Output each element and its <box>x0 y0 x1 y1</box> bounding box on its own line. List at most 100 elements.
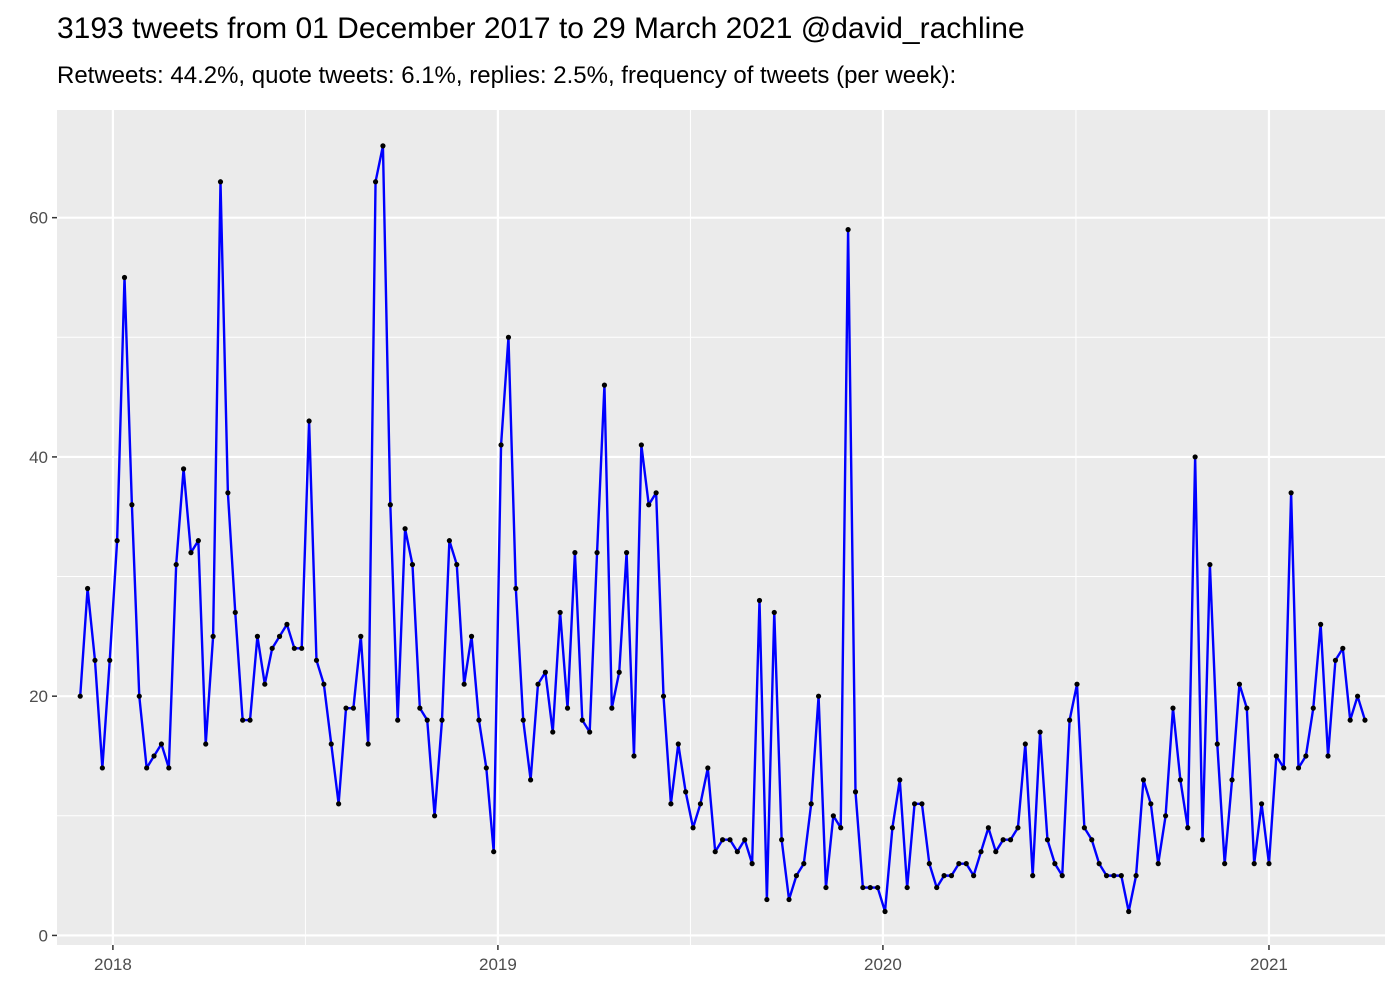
data-point <box>1244 705 1250 711</box>
data-point <box>180 466 187 472</box>
data-point <box>232 609 238 616</box>
data-point <box>1332 657 1339 663</box>
data-point <box>941 873 947 879</box>
data-point <box>195 538 201 544</box>
data-point <box>262 681 268 687</box>
y-tick-label: 60 <box>29 209 48 228</box>
data-point <box>343 705 349 711</box>
data-point <box>705 765 711 771</box>
data-point <box>971 873 977 879</box>
data-point <box>587 729 593 735</box>
x-tick-label: 2018 <box>94 955 132 974</box>
data-point <box>1281 765 1287 771</box>
data-point <box>136 693 142 699</box>
data-point <box>1074 681 1080 687</box>
data-point <box>1103 873 1110 879</box>
data-point <box>1303 753 1309 759</box>
data-point <box>1318 621 1324 628</box>
data-point <box>985 825 991 831</box>
data-point <box>993 849 999 855</box>
data-point <box>963 861 969 867</box>
chart-title: 3193 tweets from 01 December 2017 to 29 … <box>57 12 1025 45</box>
data-point <box>1295 765 1302 771</box>
data-point <box>926 861 932 867</box>
data-point <box>1310 705 1316 711</box>
data-point <box>934 884 940 891</box>
data-point <box>616 669 622 675</box>
data-point <box>749 861 755 867</box>
series-points <box>77 143 1368 915</box>
data-point <box>387 502 393 508</box>
data-point <box>801 861 807 867</box>
data-point <box>92 657 98 663</box>
data-point <box>402 526 408 532</box>
data-point <box>1251 861 1257 867</box>
data-point <box>601 382 608 388</box>
data-point <box>498 442 504 448</box>
data-point <box>99 765 105 771</box>
data-point <box>84 585 91 592</box>
data-point <box>1081 825 1087 831</box>
chart-subtitle: Retweets: 44.2%, quote tweets: 6.1%, rep… <box>57 62 957 89</box>
data-point <box>860 884 866 891</box>
data-point <box>1288 490 1294 496</box>
data-point <box>454 561 460 568</box>
data-point <box>188 550 194 556</box>
data-point <box>336 801 342 807</box>
data-point <box>254 633 261 639</box>
y-tick-label: 20 <box>29 687 48 706</box>
data-point <box>432 813 438 819</box>
data-point <box>1177 777 1183 783</box>
data-point <box>203 741 209 747</box>
data-point <box>1118 873 1124 879</box>
data-point <box>550 729 556 735</box>
grid-major <box>57 110 1385 945</box>
data-point <box>240 717 246 723</box>
data-point <box>1347 717 1353 723</box>
data-point <box>830 813 836 819</box>
data-point <box>579 717 585 723</box>
data-point <box>306 418 312 424</box>
data-point <box>572 550 578 556</box>
data-point <box>1052 861 1058 867</box>
data-point <box>719 837 726 843</box>
data-point <box>1155 861 1161 867</box>
data-point <box>1148 801 1154 807</box>
data-point <box>660 693 667 699</box>
data-point <box>365 741 371 747</box>
data-point <box>889 825 896 831</box>
data-point <box>424 717 430 723</box>
data-point <box>838 825 844 831</box>
data-point <box>461 681 467 687</box>
data-point <box>764 896 770 903</box>
x-tick-label: 2020 <box>864 955 902 974</box>
data-point <box>299 645 305 651</box>
data-point <box>897 777 903 783</box>
x-tick-label: 2021 <box>1250 955 1288 974</box>
data-point <box>372 179 379 185</box>
data-point <box>956 861 962 867</box>
data-point <box>173 561 179 568</box>
data-point <box>1022 741 1028 747</box>
data-point <box>491 849 497 855</box>
data-point <box>1163 813 1169 819</box>
data-point <box>852 789 859 795</box>
data-point <box>166 765 172 771</box>
data-point <box>1222 861 1228 867</box>
data-point <box>380 143 386 149</box>
data-point <box>321 681 327 687</box>
data-point <box>557 609 563 616</box>
data-point <box>1362 717 1368 723</box>
data-point <box>1067 717 1073 723</box>
data-point <box>1044 837 1051 843</box>
data-point <box>210 633 216 639</box>
data-point <box>1185 825 1191 831</box>
data-point <box>904 884 910 891</box>
data-point <box>129 502 135 508</box>
data-point <box>446 538 452 544</box>
y-axis: 0 20 40 60 <box>29 209 57 945</box>
data-point <box>535 681 541 687</box>
data-point <box>1000 837 1006 843</box>
data-point <box>867 884 873 891</box>
